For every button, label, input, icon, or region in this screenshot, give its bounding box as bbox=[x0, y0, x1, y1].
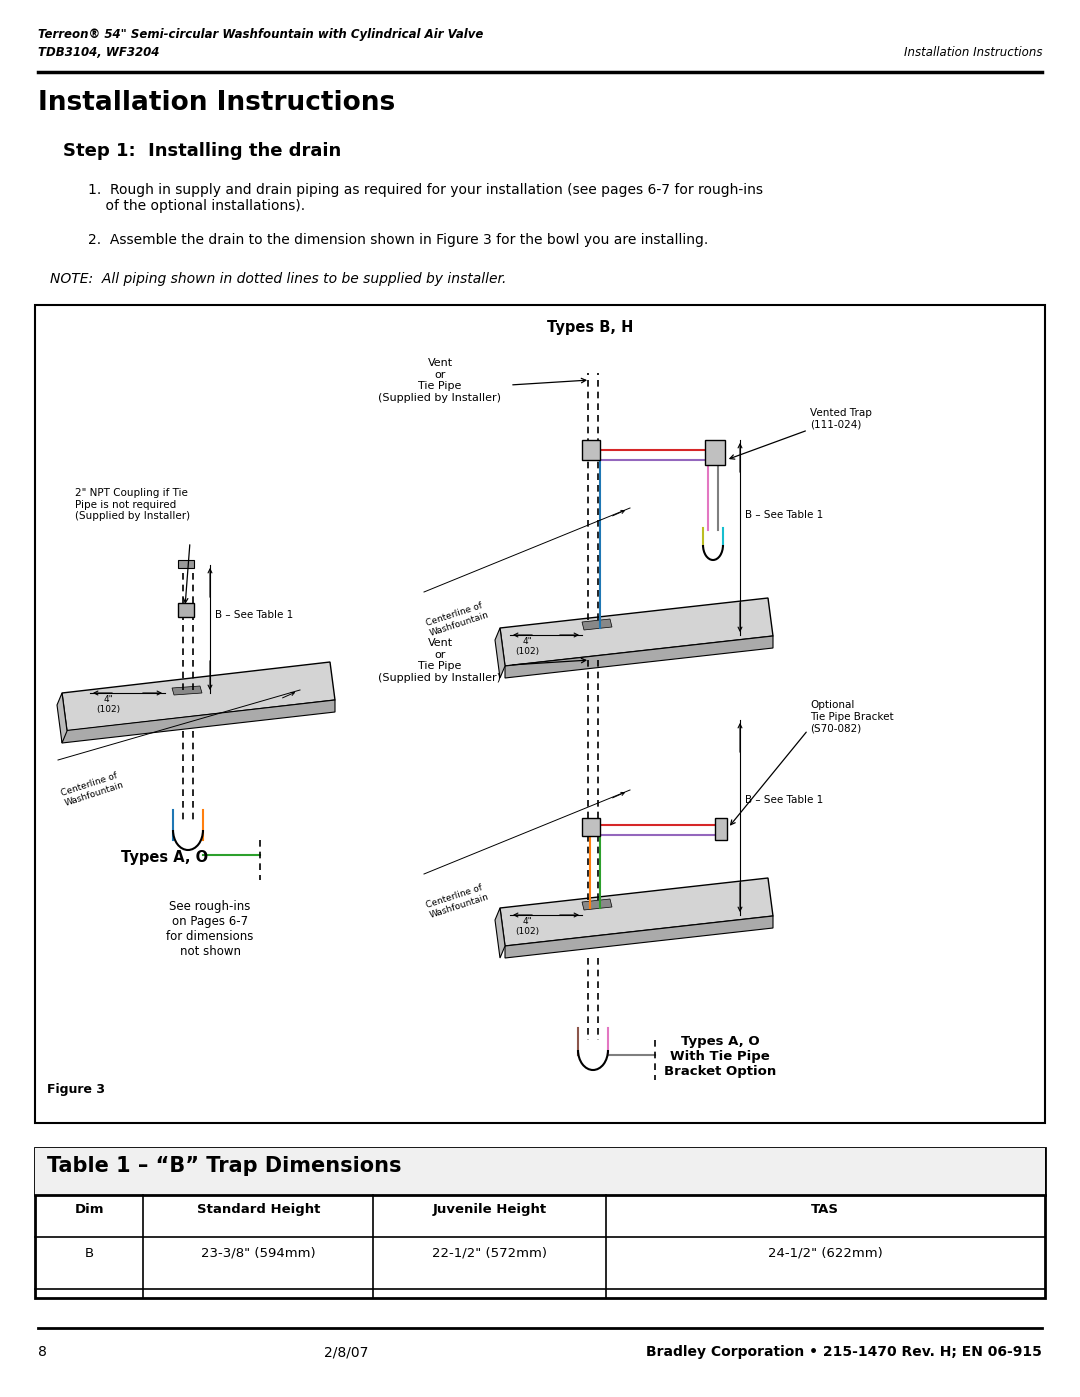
Text: 24-1/2" (622mm): 24-1/2" (622mm) bbox=[768, 1248, 882, 1260]
Bar bbox=[178, 560, 194, 569]
Text: B – See Table 1: B – See Table 1 bbox=[745, 510, 823, 520]
Text: Vented Trap
(111-024): Vented Trap (111-024) bbox=[810, 408, 872, 430]
Bar bbox=[705, 440, 725, 465]
Text: 4"
(102): 4" (102) bbox=[96, 694, 120, 714]
Text: Bradley Corporation • 215-1470 Rev. H; EN 06-915: Bradley Corporation • 215-1470 Rev. H; E… bbox=[646, 1345, 1042, 1359]
Text: Figure 3: Figure 3 bbox=[48, 1083, 105, 1097]
Text: B: B bbox=[84, 1248, 94, 1260]
Polygon shape bbox=[505, 636, 773, 678]
Text: Standard Height: Standard Height bbox=[197, 1203, 320, 1215]
Polygon shape bbox=[172, 686, 202, 694]
Text: Table 1 – “B” Trap Dimensions: Table 1 – “B” Trap Dimensions bbox=[48, 1155, 402, 1176]
Text: Juvenile Height: Juvenile Height bbox=[432, 1203, 546, 1215]
Text: 8: 8 bbox=[38, 1345, 46, 1359]
Polygon shape bbox=[62, 662, 335, 731]
Text: Centerline of
Washfountain: Centerline of Washfountain bbox=[426, 599, 490, 637]
Text: Dim: Dim bbox=[75, 1203, 104, 1215]
Polygon shape bbox=[57, 693, 67, 743]
Polygon shape bbox=[505, 916, 773, 958]
Text: 2.  Assemble the drain to the dimension shown in Figure 3 for the bowl you are i: 2. Assemble the drain to the dimension s… bbox=[87, 233, 708, 247]
Text: B – See Table 1: B – See Table 1 bbox=[215, 610, 294, 620]
Polygon shape bbox=[582, 900, 612, 909]
Bar bbox=[582, 819, 600, 835]
Text: Step 1:  Installing the drain: Step 1: Installing the drain bbox=[63, 142, 341, 161]
Text: TAS: TAS bbox=[811, 1203, 839, 1215]
Bar bbox=[35, 1148, 1045, 1194]
Bar bbox=[582, 440, 600, 460]
Text: Terreon® 54" Semi-circular Washfountain with Cylindrical Air Valve: Terreon® 54" Semi-circular Washfountain … bbox=[38, 28, 484, 41]
Polygon shape bbox=[500, 877, 773, 946]
Text: Types A, O
With Tie Pipe
Bracket Option: Types A, O With Tie Pipe Bracket Option bbox=[664, 1035, 777, 1078]
Bar bbox=[35, 1148, 1045, 1298]
Text: Centerline of
Washfountain: Centerline of Washfountain bbox=[426, 882, 490, 919]
Text: 4"
(102): 4" (102) bbox=[515, 916, 539, 936]
Text: Types B, H: Types B, H bbox=[546, 320, 633, 335]
Text: 2" NPT Coupling if Tie
Pipe is not required
(Supplied by Installer): 2" NPT Coupling if Tie Pipe is not requi… bbox=[75, 488, 190, 521]
Polygon shape bbox=[500, 598, 773, 666]
Text: 23-3/8" (594mm): 23-3/8" (594mm) bbox=[201, 1248, 315, 1260]
Text: 22-1/2" (572mm): 22-1/2" (572mm) bbox=[432, 1248, 546, 1260]
Text: Vent
or
Tie Pipe
(Supplied by Installer): Vent or Tie Pipe (Supplied by Installer) bbox=[378, 638, 501, 683]
Text: 1.  Rough in supply and drain piping as required for your installation (see page: 1. Rough in supply and drain piping as r… bbox=[87, 183, 762, 214]
Text: Optional
Tie Pipe Bracket
(S70-082): Optional Tie Pipe Bracket (S70-082) bbox=[810, 700, 893, 733]
Text: Types A, O: Types A, O bbox=[121, 849, 208, 865]
Text: See rough-ins
on Pages 6-7
for dimensions
not shown: See rough-ins on Pages 6-7 for dimension… bbox=[166, 900, 254, 958]
Text: B – See Table 1: B – See Table 1 bbox=[745, 795, 823, 805]
Text: NOTE:  All piping shown in dotted lines to be supplied by installer.: NOTE: All piping shown in dotted lines t… bbox=[50, 272, 507, 286]
Text: Installation Instructions: Installation Instructions bbox=[904, 46, 1042, 59]
Bar bbox=[35, 305, 1045, 1123]
Polygon shape bbox=[495, 908, 505, 958]
Text: Installation Instructions: Installation Instructions bbox=[38, 89, 395, 116]
Bar bbox=[178, 604, 194, 617]
Text: 2/8/07: 2/8/07 bbox=[324, 1345, 368, 1359]
Text: 4"
(102): 4" (102) bbox=[515, 637, 539, 657]
Polygon shape bbox=[582, 619, 612, 630]
Text: Vent
or
Tie Pipe
(Supplied by Installer): Vent or Tie Pipe (Supplied by Installer) bbox=[378, 358, 501, 402]
Text: Centerline of
Washfountain: Centerline of Washfountain bbox=[60, 770, 125, 807]
Bar bbox=[715, 819, 727, 840]
Text: TDB3104, WF3204: TDB3104, WF3204 bbox=[38, 46, 160, 59]
Polygon shape bbox=[495, 629, 505, 678]
Polygon shape bbox=[62, 700, 335, 743]
